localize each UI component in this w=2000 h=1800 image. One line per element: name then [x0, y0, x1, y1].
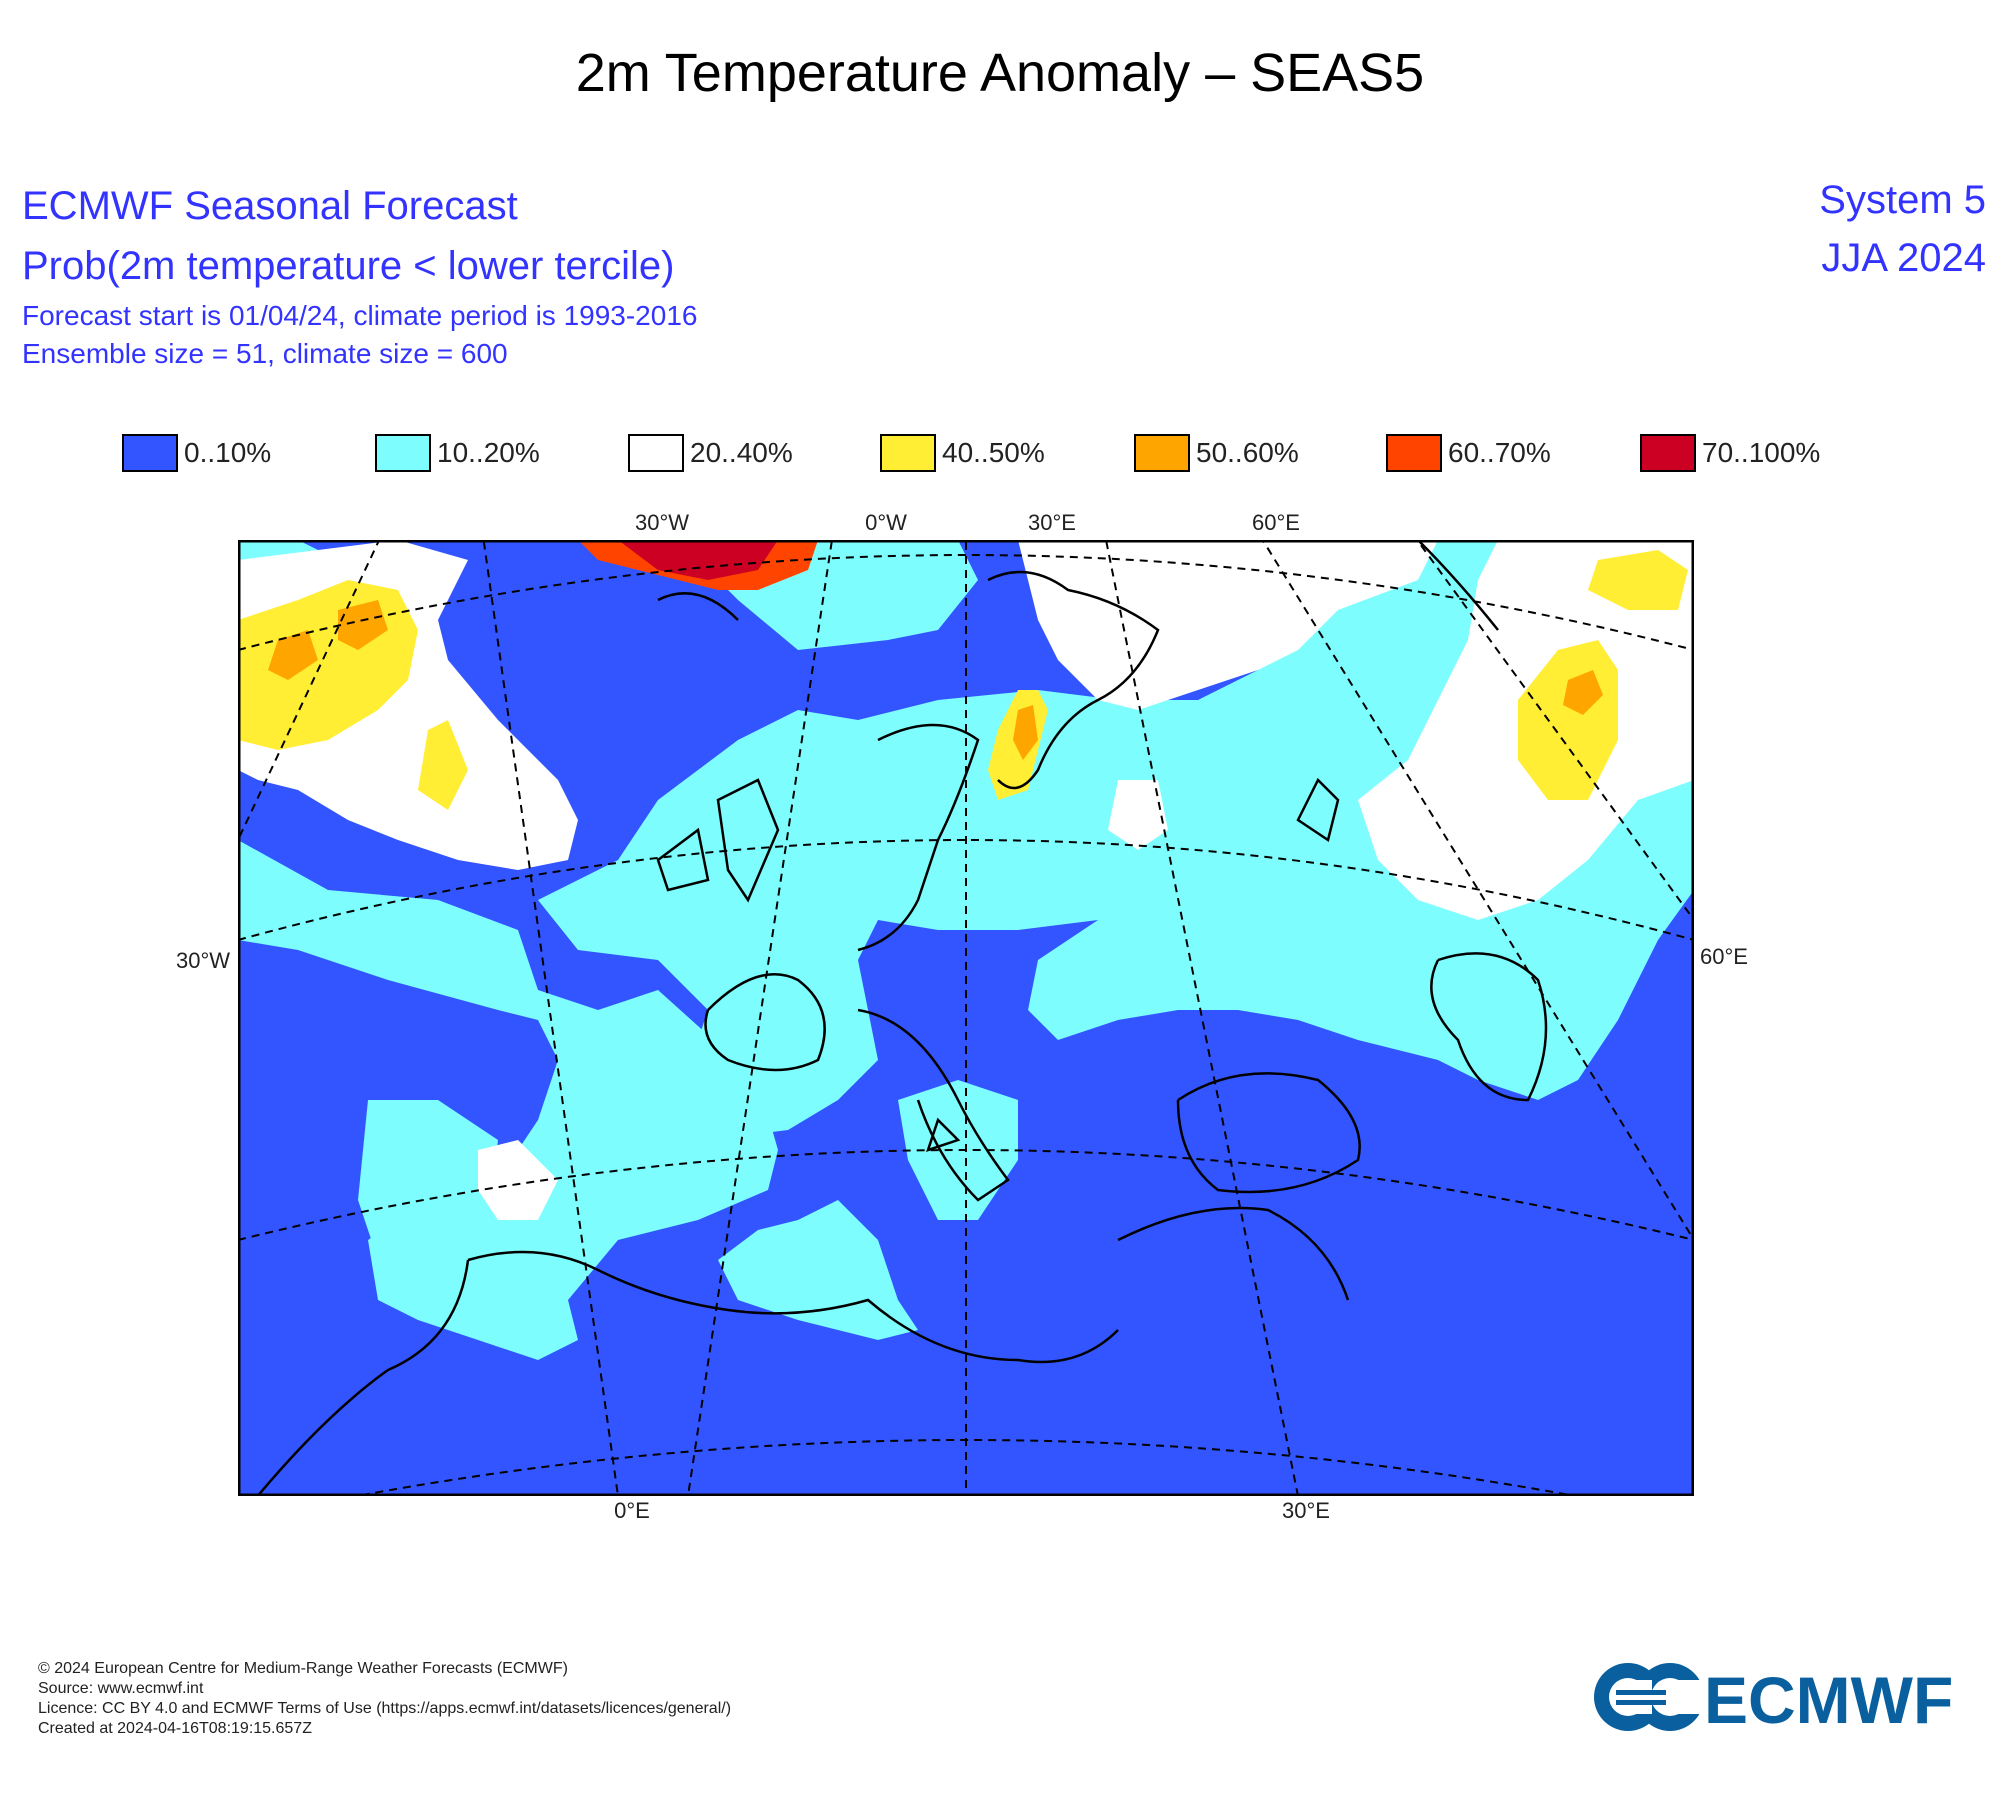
lon-label-top-60e: 60°E [1252, 510, 1300, 535]
footer-source: Source: www.ecmwf.int [38, 1680, 204, 1697]
system-label: System 5 [1819, 178, 1986, 222]
footer-created: Created at 2024-04-16T08:19:15.657Z [38, 1720, 312, 1737]
region-10-20-balkan [898, 1080, 1018, 1220]
region-10-20-mediterranean [718, 1200, 918, 1340]
legend-item-60-70: 60..70% [1386, 432, 1551, 474]
coastlines [256, 540, 1548, 1496]
legend-swatch [880, 434, 936, 472]
legend-item-10-20: 10..20% [375, 432, 540, 474]
legend-swatch [1134, 434, 1190, 472]
lon-label-top-0w: 0°W [865, 510, 907, 535]
probability-description: Prob(2m temperature < lower tercile) [22, 244, 675, 288]
legend-label: 10..20% [437, 437, 540, 468]
page-title: 2m Temperature Anomaly – SEAS5 [575, 43, 1425, 103]
legend-item-0-10: 0..10% [122, 432, 271, 474]
region-70-100-greenland-core [618, 540, 778, 580]
region-20-40-russia [1108, 780, 1168, 850]
logo-text: ECMWF [1704, 1663, 1953, 1734]
legend-label: 50..60% [1196, 437, 1299, 468]
region-20-40-arctic [1018, 540, 1438, 710]
legend-item-20-40: 20..40% [628, 432, 793, 474]
lon-label-bottom-0e: 0°E [614, 1498, 650, 1523]
lat-label-left: 30°W [176, 948, 231, 973]
region-10-20-band [238, 840, 778, 1360]
legend-label: 40..50% [942, 437, 1045, 468]
legend-swatch [1386, 434, 1442, 472]
legend-item-40-50: 40..50% [880, 432, 1045, 474]
season-label: JJA 2024 [1821, 236, 1986, 280]
region-10-20-atlantic-west [358, 1100, 498, 1260]
legend-swatch [375, 434, 431, 472]
region-50-60-labrador [268, 630, 318, 680]
legend-item-50-60: 50..60% [1134, 432, 1299, 474]
map-border [238, 540, 1694, 1496]
probability-map [238, 540, 1694, 1496]
forecast-product-title: ECMWF Seasonal Forecast [22, 184, 518, 228]
lon-label-bottom-30e: 30°E [1282, 1498, 1330, 1523]
region-20-40-iberia [478, 1140, 558, 1220]
region-10-20-central [538, 540, 1694, 1140]
ecmwf-logo: ECMWF [1594, 1663, 1953, 1734]
footer-licence: Licence: CC BY 4.0 and ECMWF Terms of Us… [38, 1700, 732, 1717]
region-50-60-siberia [1563, 670, 1603, 715]
region-50-60-scandinavia [1013, 705, 1038, 760]
legend-label: 0..10% [184, 437, 272, 468]
lat-label-right: 60°E [1700, 944, 1748, 969]
lon-label-top-30w: 30°W [634, 510, 690, 535]
region-40-50-small-west [418, 720, 468, 810]
footer-copyright: © 2024 European Centre for Medium-Range … [38, 1660, 568, 1677]
legend-label: 60..70% [1448, 437, 1551, 468]
region-40-50-arctic-east [1588, 550, 1688, 610]
legend-swatch [122, 434, 178, 472]
region-50-60-labrador-2 [338, 600, 388, 650]
legend-label: 70..100% [1702, 437, 1821, 468]
ensemble-size-info: Ensemble size = 51, climate size = 600 [22, 338, 508, 369]
forecast-start-info: Forecast start is 01/04/24, climate peri… [22, 300, 698, 331]
legend-swatch [1640, 434, 1696, 472]
lon-label-top-30e: 30°E [1028, 510, 1076, 535]
legend-item-70-100: 70..100% [1640, 432, 1820, 474]
legend-swatch [628, 434, 684, 472]
legend-label: 20..40% [690, 437, 793, 468]
